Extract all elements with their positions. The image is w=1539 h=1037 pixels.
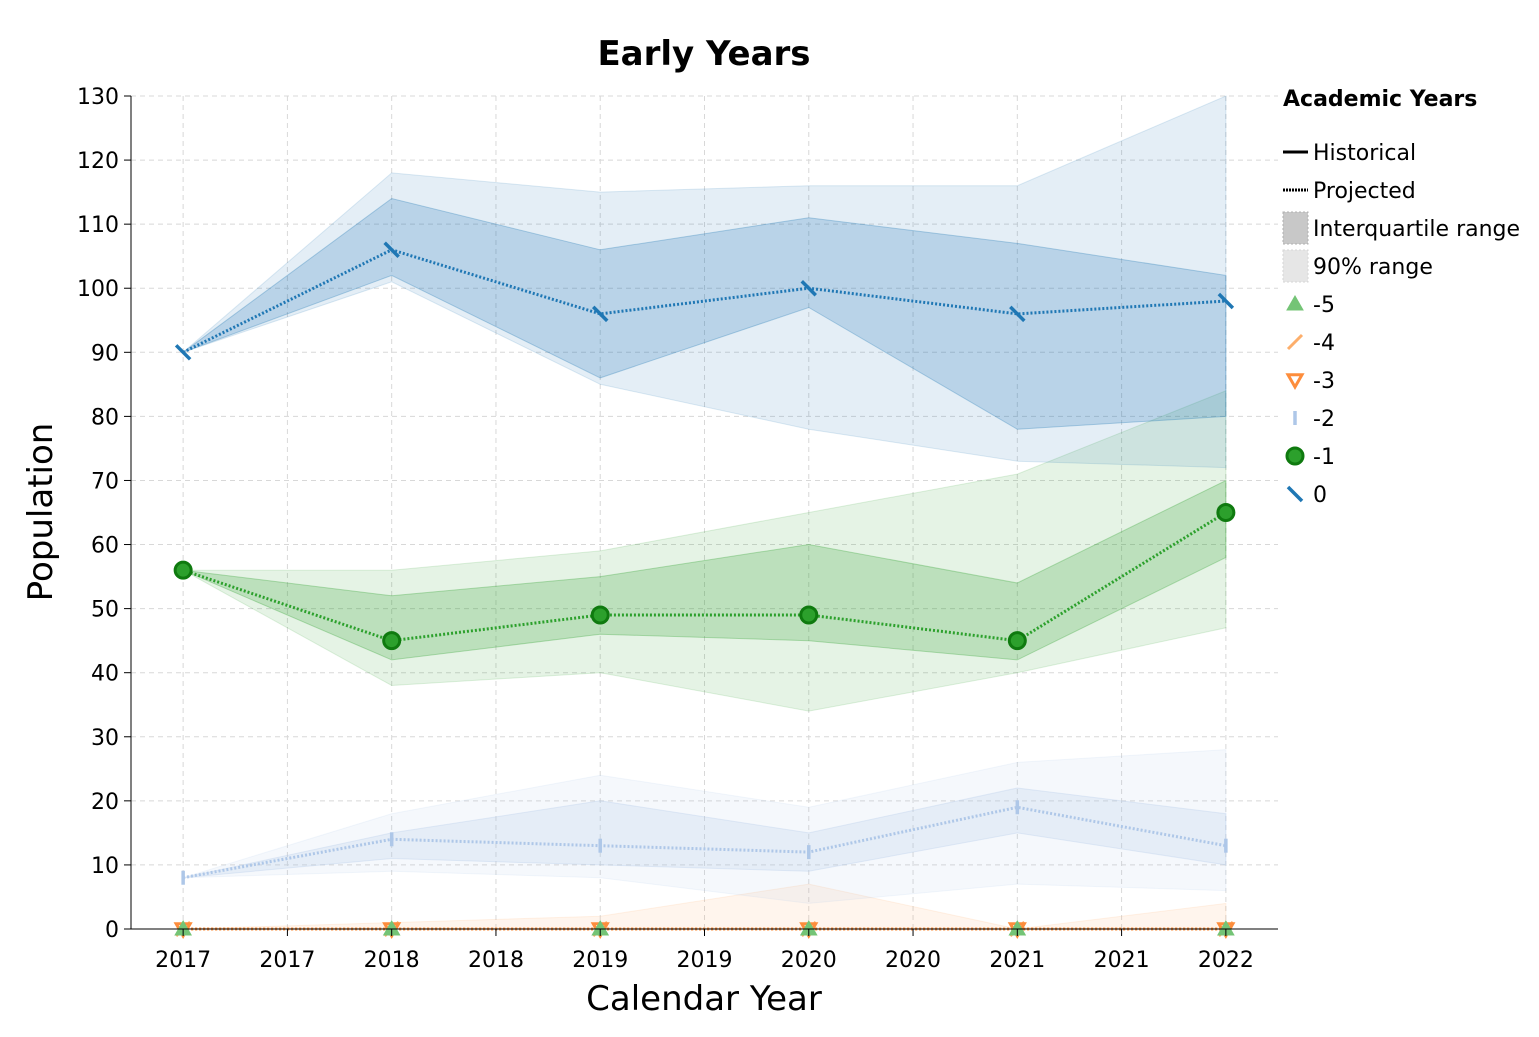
y-tick-label: 10 bbox=[91, 854, 119, 879]
legend-90-swatch bbox=[1282, 249, 1309, 283]
y-tick-label: 40 bbox=[91, 662, 119, 687]
x-tick-label: 2021 bbox=[1094, 948, 1150, 973]
x-tick-label: 2020 bbox=[885, 948, 941, 973]
chart-title: Early Years bbox=[597, 34, 810, 74]
marker-series-0 bbox=[174, 344, 192, 361]
legend: Academic Years Historical Projected Interq… bbox=[1282, 87, 1520, 508]
marker-series--1 bbox=[1007, 631, 1027, 651]
x-axis-label: Calendar Year bbox=[586, 979, 822, 1019]
y-tick-label: 20 bbox=[91, 790, 119, 815]
y-tick-label: 120 bbox=[77, 149, 119, 174]
y-tick-label: 0 bbox=[105, 918, 119, 943]
legend-label-series--3: -3 bbox=[1313, 369, 1335, 394]
y-tick-label: 90 bbox=[91, 341, 119, 366]
y-tick-label: 80 bbox=[91, 405, 119, 430]
y-ticks: 0 10 20 30 40 50 60 70 80 90 100 110 120 130 bbox=[77, 85, 131, 943]
legend-label-series--5: -5 bbox=[1313, 293, 1335, 318]
legend-iqr-label: Interquartile range bbox=[1313, 217, 1520, 242]
marker-series--1 bbox=[1216, 503, 1236, 522]
band-90-series-0 bbox=[182, 95, 1227, 469]
x-tick-label: 2019 bbox=[572, 948, 628, 973]
band-iqr-series-0 bbox=[182, 197, 1227, 430]
y-tick-label: 100 bbox=[77, 277, 119, 302]
legend-90-label: 90% range bbox=[1313, 255, 1433, 280]
y-tick-label: 50 bbox=[91, 598, 119, 623]
legend-historical-label: Historical bbox=[1313, 141, 1416, 166]
series-markers bbox=[173, 241, 1236, 940]
line-series--2 bbox=[182, 805, 1227, 880]
marker-series--1 bbox=[382, 631, 402, 651]
marker-series--1 bbox=[590, 605, 610, 625]
marker-series-0 bbox=[1009, 305, 1026, 323]
y-tick-label: 130 bbox=[77, 85, 119, 110]
legend-label-series--2: -2 bbox=[1313, 407, 1335, 432]
y-tick-label: 60 bbox=[91, 534, 119, 559]
marker-series-0 bbox=[591, 305, 609, 323]
marker-series--1 bbox=[799, 605, 819, 625]
legend-projected-label: Projected bbox=[1313, 179, 1416, 204]
legend-swatch-series--1 bbox=[1285, 446, 1305, 466]
y-tick-label: 70 bbox=[91, 469, 119, 494]
x-tick-label: 2018 bbox=[468, 948, 524, 973]
legend-swatch-series-0 bbox=[1286, 485, 1304, 503]
x-tick-label: 2018 bbox=[364, 948, 420, 973]
legend-label-series-0: 0 bbox=[1313, 483, 1327, 508]
x-tick-label: 2022 bbox=[1198, 948, 1254, 973]
x-tick-label: 2019 bbox=[677, 948, 733, 973]
marker-series-0 bbox=[800, 279, 818, 297]
x-ticks: 2017 2017 2018 2018 2019 2019 2020 2020 2021 2021… bbox=[155, 929, 1254, 973]
legend-label-series--4: -4 bbox=[1313, 331, 1335, 356]
grid bbox=[131, 95, 1278, 930]
x-tick-label: 2021 bbox=[989, 948, 1045, 973]
band-90-series--2 bbox=[182, 749, 1227, 904]
y-axis-label: Population bbox=[21, 423, 61, 602]
legend-title: Academic Years bbox=[1283, 87, 1477, 112]
x-tick-label: 2017 bbox=[155, 948, 211, 973]
legend-label-series--1: -1 bbox=[1313, 445, 1335, 470]
legend-swatch-series--3 bbox=[1285, 373, 1305, 391]
legend-swatch-series--5 bbox=[1286, 294, 1304, 311]
legend-iqr-swatch bbox=[1282, 211, 1309, 245]
legend-swatch-series--4 bbox=[1286, 333, 1304, 351]
y-tick-label: 30 bbox=[91, 726, 119, 751]
x-tick-label: 2020 bbox=[781, 948, 837, 973]
marker-series-0 bbox=[383, 241, 400, 259]
x-tick-label: 2017 bbox=[259, 948, 315, 973]
marker-series--1 bbox=[173, 560, 193, 580]
marker-series-0 bbox=[1217, 292, 1235, 310]
line-series--1 bbox=[182, 511, 1227, 643]
y-tick-label: 110 bbox=[77, 213, 119, 238]
line-series-0 bbox=[182, 248, 1226, 354]
